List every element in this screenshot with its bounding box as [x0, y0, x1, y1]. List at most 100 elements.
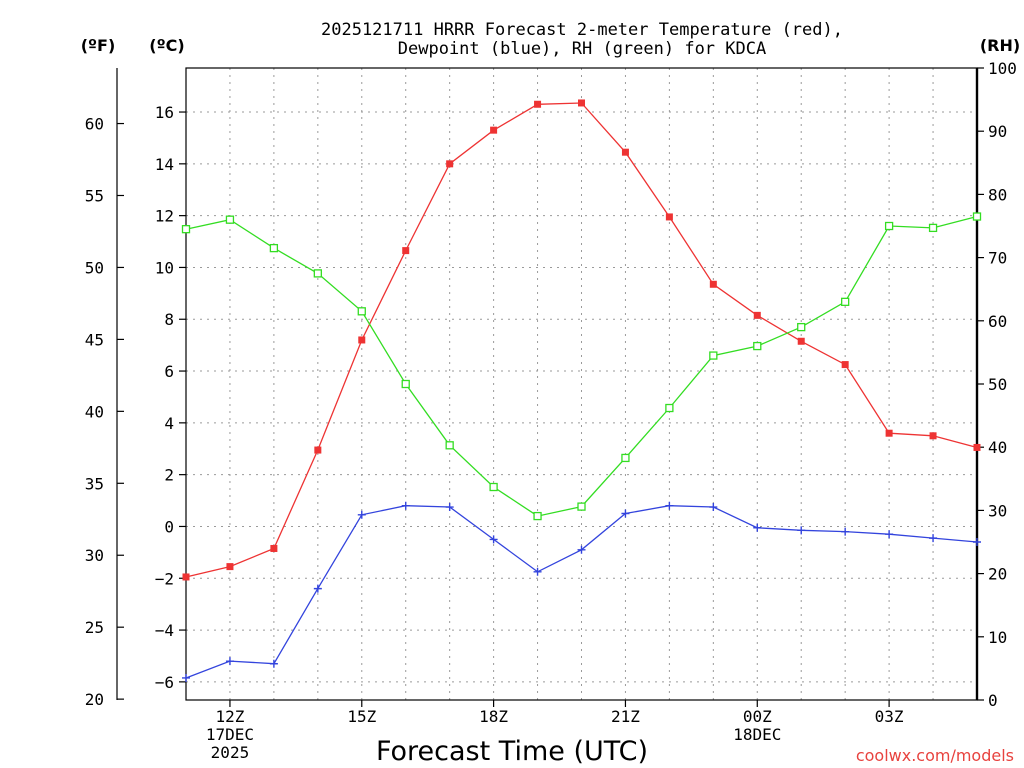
tick-labels: −6−4−20246810121416202530354045505560010…: [85, 59, 1017, 762]
temperature-point: [226, 563, 234, 571]
x-tick-label: 03Z: [875, 707, 904, 726]
dewpoint-point: [313, 584, 322, 593]
celsius-unit-label: (ºC): [149, 36, 184, 55]
temperature-point: [885, 429, 893, 437]
rh-tick-label: 80: [988, 185, 1007, 204]
temperature-point: [358, 336, 366, 344]
rh-point: [665, 403, 674, 413]
rh-tick-label: 60: [988, 312, 1007, 331]
x-tick-label: 18DEC: [733, 725, 781, 744]
dewpoint-point: [929, 534, 938, 543]
rh-tick-label: 0: [988, 691, 998, 710]
x-tick-label: 18Z: [479, 707, 508, 726]
fahrenheit-tick-label: 55: [85, 186, 104, 205]
dewpoint-point: [621, 509, 630, 518]
data-series: [181, 99, 982, 682]
rh-tick-label: 30: [988, 501, 1007, 520]
rh-tick-label: 90: [988, 122, 1007, 141]
fahrenheit-unit-label: (ºF): [81, 36, 116, 55]
rh-line: [185, 215, 978, 517]
rh-point: [313, 269, 322, 278]
temperature-point: [973, 443, 981, 451]
rh-point: [489, 482, 498, 492]
fahrenheit-tick-label: 40: [85, 402, 104, 421]
dewpoint-point: [182, 673, 190, 682]
rh-point: [357, 307, 366, 316]
rh-tick-label: 10: [988, 628, 1007, 647]
rh-unit-label: (RH): [980, 36, 1020, 55]
dewpoint-point: [797, 526, 806, 535]
x-tick-label: 15Z: [347, 707, 376, 726]
dewpoint-point: [665, 501, 674, 510]
rh-tick-label: 20: [988, 565, 1007, 584]
fahrenheit-tick-label: 20: [85, 690, 104, 709]
rh-point: [181, 225, 191, 234]
x-tick-label: 00Z: [743, 707, 772, 726]
celsius-tick-label: 6: [164, 362, 174, 381]
chart-title-line-1: 2025121711 HRRR Forecast 2-meter Tempera…: [321, 20, 843, 40]
celsius-tick-label: 16: [155, 103, 174, 122]
dewpoint-point: [577, 545, 586, 554]
temperature-point: [534, 100, 542, 108]
fahrenheit-tick-label: 30: [85, 546, 104, 565]
temperature-point: [753, 311, 761, 319]
temperature-point: [841, 361, 849, 369]
rh-point: [269, 243, 279, 253]
rh-point: [533, 511, 542, 521]
fahrenheit-tick-label: 45: [85, 330, 104, 349]
x-tick-label: 12Z: [215, 707, 244, 726]
axes: [116, 67, 984, 707]
dewpoint-point: [357, 510, 366, 519]
fahrenheit-tick-label: 25: [85, 618, 104, 637]
rh-point: [753, 341, 762, 351]
rh-point: [621, 453, 630, 463]
temperature-point: [490, 126, 498, 134]
dewpoint-point: [269, 659, 278, 668]
x-tick-label: 21Z: [611, 707, 640, 726]
rh-point: [577, 502, 586, 511]
temperature-point: [402, 247, 410, 255]
celsius-tick-label: 2: [164, 466, 174, 485]
rh-point: [841, 297, 850, 306]
dewpoint-point: [533, 567, 542, 576]
celsius-tick-label: 0: [164, 517, 174, 536]
celsius-tick-label: 14: [155, 155, 174, 174]
celsius-tick-label: −4: [155, 621, 174, 640]
fahrenheit-tick-label: 60: [85, 115, 104, 134]
temperature-point: [446, 160, 454, 168]
rh-point: [972, 212, 982, 221]
rh-point: [445, 441, 454, 450]
temperature-point: [929, 432, 937, 440]
dewpoint-point: [973, 538, 981, 546]
dewpoint-point: [401, 501, 410, 510]
grid-lines: [186, 68, 977, 700]
rh-point: [709, 351, 718, 360]
dewpoint-point: [709, 503, 718, 512]
rh-point: [884, 221, 894, 231]
chart-title-line-2: Dewpoint (blue), RH (green) for KDCA: [398, 39, 766, 59]
celsius-tick-label: −6: [155, 673, 174, 692]
fahrenheit-tick-label: 50: [85, 258, 104, 277]
rh-point: [797, 322, 806, 332]
celsius-tick-label: 4: [164, 414, 174, 433]
fahrenheit-tick-label: 35: [85, 474, 104, 493]
temperature-point: [621, 148, 629, 156]
temperature-point: [665, 213, 673, 221]
rh-point: [401, 379, 410, 389]
celsius-tick-label: −2: [155, 569, 174, 588]
rh-tick-label: 40: [988, 438, 1007, 457]
x-tick-label: 2025: [211, 743, 250, 762]
x-axis-label: Forecast Time (UTC): [376, 736, 648, 767]
temperature-point: [182, 573, 190, 581]
credit-text: coolwx.com/models: [856, 746, 1014, 765]
temperature-point: [578, 99, 585, 107]
rh-tick-label: 50: [988, 375, 1007, 394]
rh-point: [225, 215, 235, 224]
temperature-point: [270, 544, 278, 552]
dewpoint-point: [445, 503, 454, 512]
rh-tick-label: 100: [988, 59, 1017, 78]
dewpoint-point: [885, 530, 894, 539]
x-tick-label: 17DEC: [206, 725, 254, 744]
rh-tick-label: 70: [988, 249, 1007, 268]
